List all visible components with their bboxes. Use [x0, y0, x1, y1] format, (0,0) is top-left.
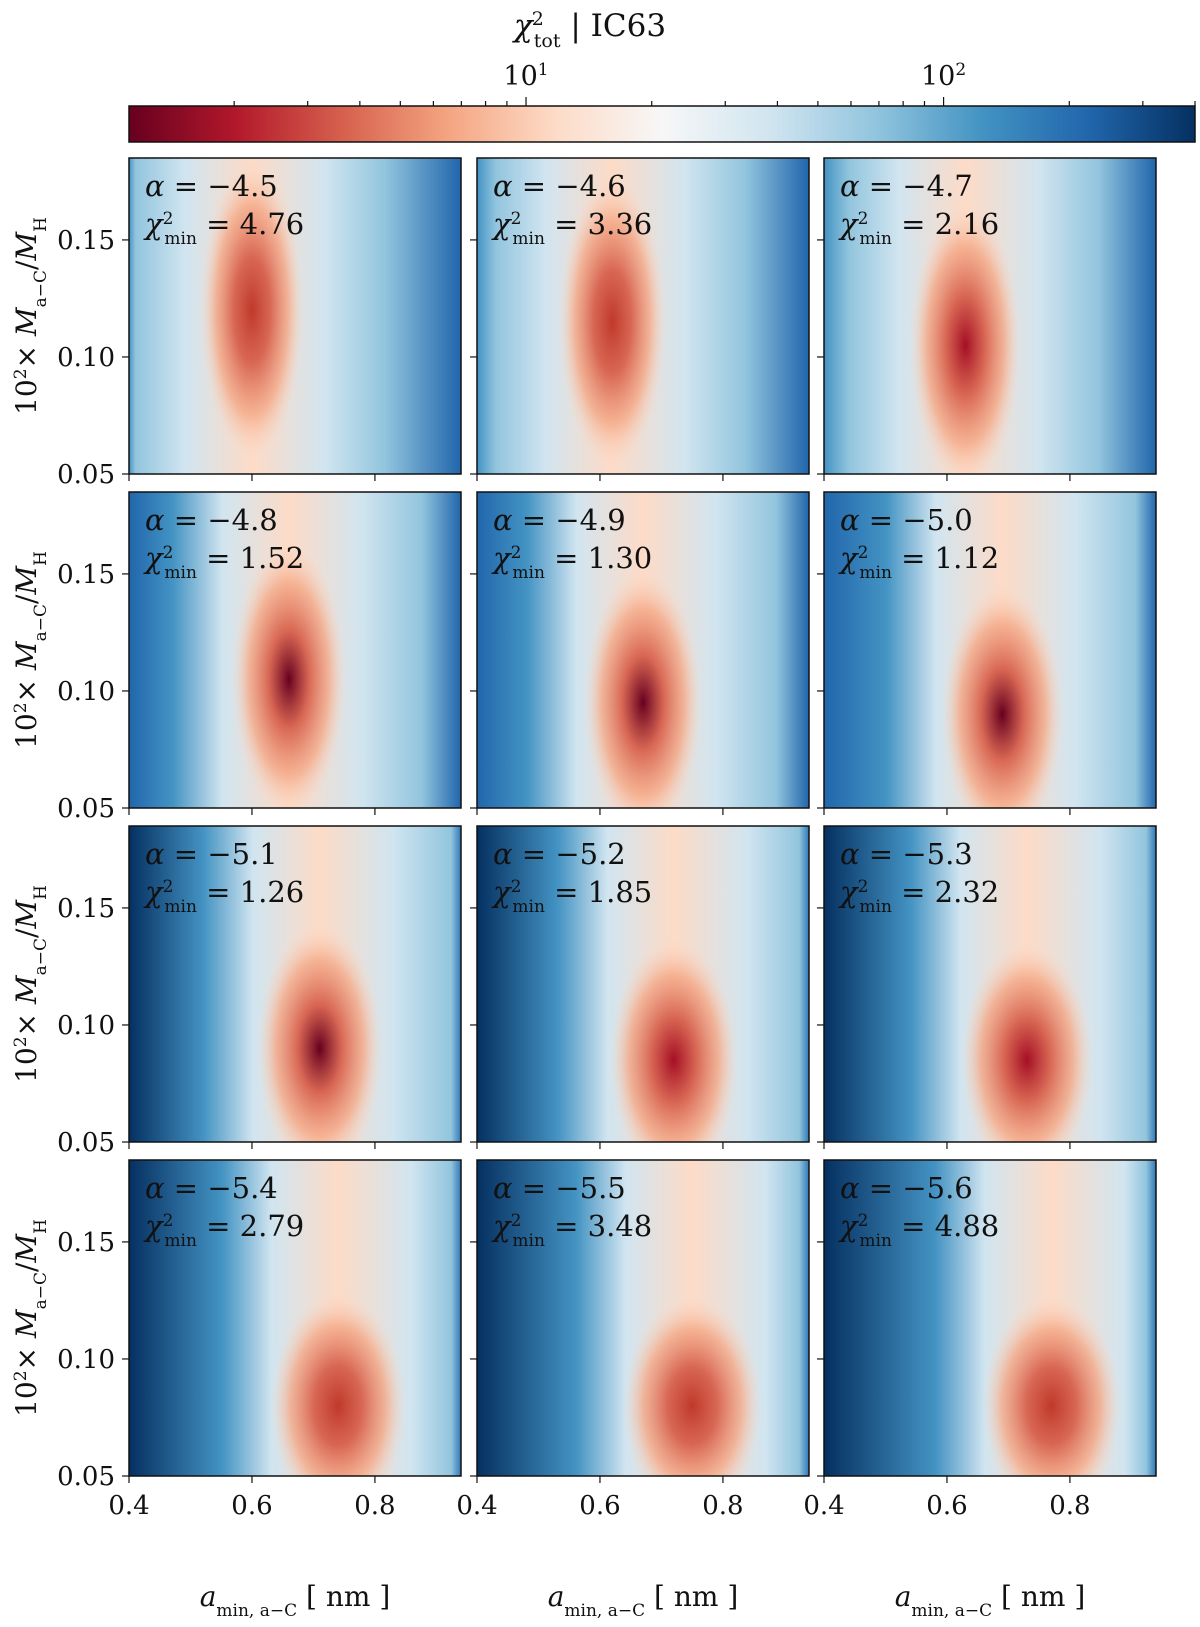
- alpha-label: α = −5.5: [493, 1171, 626, 1205]
- panel-frame: [823, 157, 1157, 475]
- y-tick-label: 0.05: [57, 1128, 115, 1158]
- y-tick-label: 0.15: [57, 1228, 115, 1258]
- x-tick-label: 0.6: [231, 1491, 272, 1521]
- colorbar-gradient: [129, 106, 1195, 142]
- x-tick-label: 0.8: [354, 1491, 395, 1521]
- panel-frame: [476, 491, 810, 809]
- x-tick-label: 0.4: [456, 1491, 497, 1521]
- colorbar: χ2 tot | IC63 101 102: [128, 8, 1196, 143]
- y-tick-label: 0.10: [57, 1345, 115, 1375]
- panel-frame: [476, 1159, 810, 1477]
- chi2-minimum-region: [981, 1295, 1122, 1476]
- chi2-minimum-region: [622, 1295, 763, 1476]
- heatmap-panel: α = −4.5 χ2 min = 4.76: [122, 157, 462, 481]
- x-axis-labels: 0.4 0.6 0.8 amin, a−C [ nm ] 0.4 0.6 0.8 amin, …: [108, 1491, 1090, 1621]
- x-axis-title: amin, a−C [ nm ]: [200, 1580, 391, 1621]
- x-tick-label: 0.8: [702, 1491, 743, 1521]
- panel-frame: [823, 825, 1157, 1143]
- chi2-min-label: χ2 min = 2.16: [838, 207, 999, 249]
- y-tick-label: 0.05: [57, 460, 115, 490]
- chi2-minimum-region: [558, 175, 667, 468]
- heatmap-panel: α = −5.1 χ2 min = 1.26: [122, 825, 462, 1149]
- x-tick-label: 0.6: [579, 1491, 620, 1521]
- chi2-min-label: χ2 min = 4.88: [838, 1209, 999, 1251]
- chi2-min-label: χ2 min = 4.76: [143, 207, 304, 249]
- chi2-minimum-region: [231, 541, 347, 808]
- colorbar-tick-label: 101: [503, 60, 548, 92]
- colorbar-ticks: 101 102: [233, 60, 1196, 106]
- heatmap-panel: α = −5.3 χ2 min = 2.32: [817, 825, 1157, 1149]
- alpha-label: α = −4.6: [493, 169, 626, 203]
- heatmap-panel: α = −4.6 χ2 min = 3.36: [470, 157, 810, 481]
- chi2-minimum-region: [256, 922, 383, 1142]
- panel-frame: [128, 825, 462, 1143]
- chi2-minimum-region: [199, 160, 304, 461]
- chi2-min-label: χ2 min = 3.48: [491, 1209, 652, 1251]
- panel-frame: [823, 491, 1157, 809]
- y-axis-title: 102× Ma−C/MH: [10, 1219, 51, 1417]
- panel-frame: [128, 491, 462, 809]
- alpha-label: α = −5.1: [145, 837, 278, 871]
- chi2-min-label: χ2 min = 2.79: [143, 1209, 304, 1251]
- panel-frame: [128, 1159, 462, 1477]
- x-tick-label: 0.6: [926, 1491, 967, 1521]
- x-tick-label: 0.4: [108, 1491, 149, 1521]
- x-tick-label: 0.8: [1049, 1491, 1090, 1521]
- chi2-min-label: χ2 min = 1.85: [491, 875, 652, 917]
- colorbar-frame: [128, 105, 1196, 143]
- panel-frame: [823, 1159, 1157, 1477]
- y-tick-label: 0.15: [57, 560, 115, 590]
- chi2-min-label: χ2 min = 1.52: [143, 541, 304, 583]
- x-axis-title: amin, a−C [ nm ]: [895, 1580, 1086, 1621]
- heatmap-panel: α = −5.4 χ2 min = 2.79: [122, 1159, 462, 1483]
- colorbar-title: χ2 tot | IC63: [512, 8, 666, 52]
- y-axis-title: 102× Ma−C/MH: [10, 217, 51, 415]
- chi2-min-label: χ2 min = 1.12: [838, 541, 999, 583]
- y-tick-label: 0.05: [57, 794, 115, 824]
- chi2-minimum-region: [960, 942, 1094, 1142]
- chi2-minimum-region: [269, 1291, 407, 1476]
- panel-frame: [476, 825, 810, 1143]
- y-tick-label: 0.10: [57, 677, 115, 707]
- alpha-label: α = −4.9: [493, 503, 626, 537]
- chi2-min-label: χ2 min = 2.32: [838, 875, 999, 917]
- x-axis-title: amin, a−C [ nm ]: [548, 1580, 739, 1621]
- chi2-minimum-region: [909, 203, 1021, 474]
- chi2-minimum-region: [609, 938, 739, 1142]
- y-tick-label: 0.10: [57, 343, 115, 373]
- alpha-label: α = −4.5: [145, 169, 278, 203]
- y-tick-label: 0.05: [57, 1462, 115, 1492]
- alpha-label: α = −5.4: [145, 1171, 278, 1205]
- y-axis-title: 102× Ma−C/MH: [10, 551, 51, 749]
- y-tick-label: 0.15: [57, 226, 115, 256]
- y-axis-title: 102× Ma−C/MH: [10, 885, 51, 1083]
- panel-frame: [476, 157, 810, 475]
- alpha-label: α = −5.0: [840, 503, 973, 537]
- panel-frame: [128, 157, 462, 475]
- panel-grid: α = −4.5 χ2 min = 4.76 α = −4.6 χ2 min = 3.36…: [122, 157, 1157, 1483]
- chi2-min-label: χ2 min = 3.36: [491, 207, 652, 249]
- heatmap-panel: α = −5.0 χ2 min = 1.12: [817, 491, 1157, 815]
- heatmap-panel: α = −4.8 χ2 min = 1.52: [122, 491, 462, 815]
- heatmap-panel: α = −4.7 χ2 min = 2.16: [817, 157, 1157, 481]
- alpha-label: α = −5.6: [840, 1171, 973, 1205]
- heatmap-panel: α = −4.9 χ2 min = 1.30: [470, 491, 810, 815]
- chi2-minimum-region: [583, 568, 703, 808]
- heatmap-panel: α = −5.2 χ2 min = 1.85: [470, 825, 810, 1149]
- chi2-minimum-region: [941, 584, 1064, 808]
- colorbar-tick-label: 102: [921, 60, 966, 92]
- x-tick-label: 0.4: [803, 1491, 844, 1521]
- chi2-min-label: χ2 min = 1.26: [143, 875, 304, 917]
- alpha-label: α = −4.8: [145, 503, 278, 537]
- y-tick-label: 0.10: [57, 1011, 115, 1041]
- heatmap-panel: α = −5.5 χ2 min = 3.48: [470, 1159, 810, 1483]
- heatmap-panel: α = −5.6 χ2 min = 4.88: [817, 1159, 1157, 1483]
- alpha-label: α = −5.2: [493, 837, 626, 871]
- alpha-label: α = −5.3: [840, 837, 973, 871]
- alpha-label: α = −4.7: [840, 169, 973, 203]
- chi2-min-label: χ2 min = 1.30: [491, 541, 652, 583]
- y-tick-label: 0.15: [57, 894, 115, 924]
